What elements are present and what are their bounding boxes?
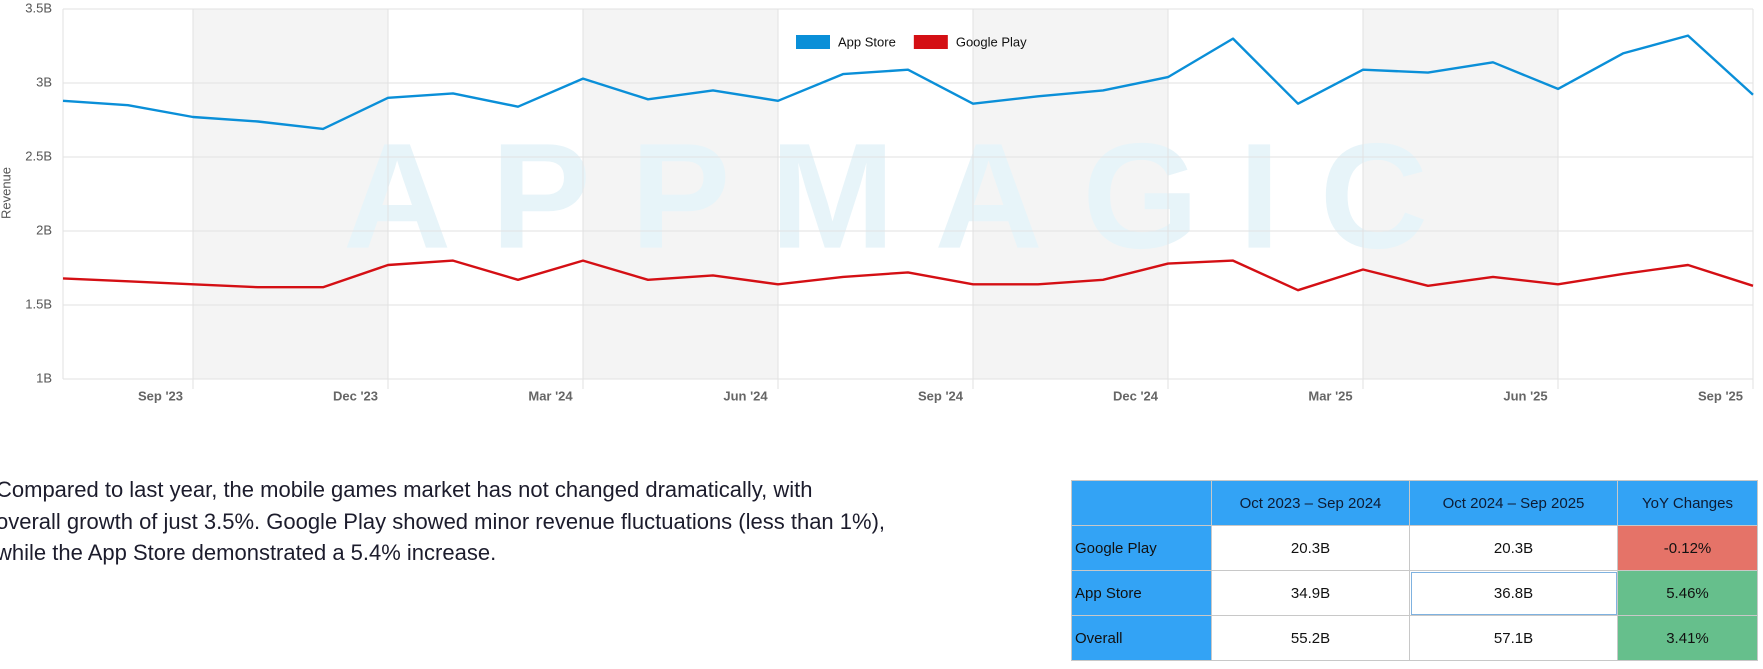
cell: 20.3B [1211,525,1410,571]
row-label: App Store [1071,570,1212,616]
y-tick-label: 3.5B [25,0,52,15]
y-tick-label: 1B [36,370,52,385]
x-tick-label: Jun '25 [1503,388,1547,403]
header-cell [1071,480,1212,526]
series-line [62,259,1754,292]
quarter-band [973,9,1168,379]
legend-label: App Store [838,34,896,49]
quarter-band [193,9,388,379]
cell: 20.3B [1409,525,1618,571]
text-line: Compared to last year, the mobile games … [0,477,813,502]
row-label: Google Play [1071,525,1212,571]
y-tick-label: 2.5B [25,148,52,163]
x-tick-label: Sep '24 [918,388,964,403]
watermark: APPMAGIC [343,112,1428,280]
legend-swatch [913,35,948,49]
cell: 3.41% [1617,615,1758,661]
legend-label: Google Play [956,34,1027,49]
quarter-band [583,9,778,379]
revenue-table: Oct 2023 – Sep 2024 Oct 2024 – Sep 2025 … [1071,480,1758,661]
text-line: overall growth of just 3.5%. Google Play… [0,508,886,534]
x-tick-label: Mar '24 [528,388,573,403]
cell: 55.2B [1211,615,1410,661]
x-tick-label: Dec '23 [333,388,378,403]
header-cell: Oct 2024 – Sep 2025 [1409,480,1618,526]
summary-text: Compared to last year, the mobile games … [0,474,885,569]
cell: 34.9B [1211,570,1410,616]
cell: 57.1B [1409,615,1618,661]
header-cell: Oct 2023 – Sep 2024 [1211,480,1410,526]
x-tick-label: Sep '23 [138,388,183,403]
y-axis-label: Revenue [0,167,13,219]
y-tick-label: 1.5B [25,296,52,311]
series-line [62,34,1754,131]
text-line: while the App Store demonstrated a 5.4% … [0,540,497,565]
legend-swatch [796,35,830,49]
x-tick-label: Dec '24 [1113,388,1159,403]
x-tick-label: Mar '25 [1308,388,1352,403]
x-tick-label: Sep '25 [1698,388,1743,403]
chart: Revenue APPMAGIC 1B 1.5B 2B 2.5B 3B 3.5B Sep '2… [0,0,1754,403]
cell: 5.46% [1617,570,1758,616]
header-cell: YoY Changes [1617,480,1758,526]
y-tick-label: 2B [36,222,52,237]
row-label: Overall [1071,615,1212,661]
y-tick-label: 3B [36,74,52,89]
cell: 36.8B [1409,570,1618,616]
cell: -0.12% [1617,525,1758,571]
x-tick-label: Jun '24 [723,388,768,403]
